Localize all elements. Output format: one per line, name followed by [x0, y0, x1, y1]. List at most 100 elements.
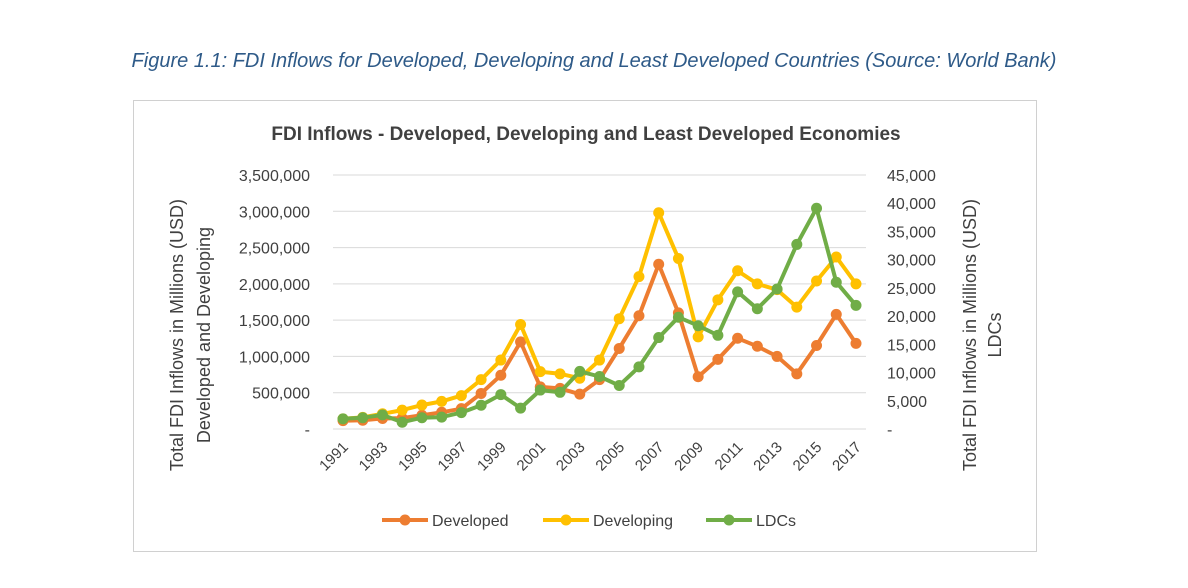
data-point-developed	[811, 340, 823, 352]
y-left-tick-label: 500,000	[252, 386, 310, 403]
y-right-tick-label: 30,000	[887, 253, 936, 270]
y-left-tick-label: 2,000,000	[239, 277, 310, 294]
data-point-ldcs	[692, 320, 704, 332]
data-point-developed	[633, 310, 645, 322]
y-left-axis-title: Total FDI Inflows in Millions (USD)	[167, 199, 187, 471]
data-point-developing	[396, 404, 408, 416]
data-point-developed	[791, 368, 803, 380]
data-point-developed	[830, 308, 842, 320]
y-left-tick-label: 3,000,000	[239, 204, 310, 221]
x-tick-label: 1995	[395, 439, 431, 475]
data-point-developing	[791, 301, 803, 313]
data-point-ldcs	[337, 413, 349, 425]
data-point-developed	[712, 353, 724, 365]
data-point-developing	[653, 207, 665, 219]
data-point-developed	[574, 388, 586, 400]
y-right-tick-label: 20,000	[887, 309, 936, 326]
data-point-developing	[436, 395, 448, 407]
data-point-ldcs	[732, 286, 744, 298]
data-point-developing	[534, 366, 546, 378]
data-point-ldcs	[771, 283, 783, 295]
data-point-ldcs	[475, 399, 487, 411]
x-tick-label: 2017	[829, 439, 865, 475]
y-right-tick-label: 45,000	[887, 168, 936, 185]
data-point-developing	[850, 278, 862, 290]
chart-frame	[133, 100, 1037, 552]
data-point-developed	[515, 336, 527, 348]
y-left-tick-label: 1,000,000	[239, 349, 310, 366]
data-point-developing	[811, 275, 823, 287]
y-right-tick-label: -	[887, 422, 892, 439]
data-point-ldcs	[653, 332, 665, 344]
data-point-ldcs	[574, 365, 586, 377]
data-point-ldcs	[436, 411, 448, 423]
series-line-ldcs	[342, 206, 858, 425]
x-tick-label: 1993	[356, 439, 392, 475]
data-point-developing	[613, 313, 625, 325]
data-point-developed	[692, 371, 704, 383]
x-tick-label: 2009	[671, 439, 707, 475]
legend-marker-developing	[560, 514, 572, 526]
data-point-developed	[850, 337, 862, 349]
data-point-ldcs	[830, 276, 842, 288]
data-point-ldcs	[712, 329, 724, 341]
figure-caption: Figure 1.1: FDI Inflows for Developed, D…	[131, 50, 1057, 72]
data-point-ldcs	[613, 380, 625, 392]
data-point-developed	[751, 340, 763, 352]
x-tick-label: 2005	[592, 439, 628, 475]
data-point-developing	[455, 390, 467, 402]
data-point-developing	[495, 354, 507, 366]
legend-marker-developed	[399, 514, 411, 526]
data-point-ldcs	[515, 402, 527, 414]
y-right-axis-title-line2: LDCs	[985, 312, 1005, 357]
x-tick-label: 2013	[750, 439, 786, 475]
data-point-developed	[495, 369, 507, 381]
x-tick-label: 1991	[316, 439, 352, 475]
legend-label-developing: Developing	[593, 513, 673, 530]
y-right-tick-label: 15,000	[887, 337, 936, 354]
data-point-developed	[771, 350, 783, 362]
data-point-developing	[672, 252, 684, 264]
data-point-ldcs	[396, 416, 408, 428]
data-point-ldcs	[416, 412, 428, 424]
data-point-ldcs	[495, 389, 507, 401]
data-point-developed	[732, 332, 744, 344]
data-point-developing	[633, 271, 645, 283]
data-point-developing	[416, 399, 428, 411]
data-point-developed	[613, 342, 625, 354]
data-point-developing	[515, 318, 527, 330]
data-point-ldcs	[672, 311, 684, 323]
y-right-tick-label: 10,000	[887, 366, 936, 383]
y-left-tick-label: 3,500,000	[239, 168, 310, 185]
chart-title: FDI Inflows - Developed, Developing and …	[271, 124, 900, 145]
data-point-developing	[475, 374, 487, 386]
data-point-developing	[712, 294, 724, 306]
y-left-axis-title-line2: Developed and Developing	[194, 227, 214, 443]
y-right-tick-label: 40,000	[887, 196, 936, 213]
y-left-tick-label: 2,500,000	[239, 241, 310, 258]
data-point-ldcs	[751, 303, 763, 315]
x-tick-label: 1999	[474, 439, 510, 475]
data-point-developing	[554, 368, 566, 380]
y-right-tick-label: 5,000	[887, 394, 927, 411]
data-point-developing	[692, 331, 704, 343]
data-point-ldcs	[594, 371, 605, 383]
x-tick-label: 2015	[790, 439, 826, 475]
data-point-developing	[732, 265, 744, 277]
data-point-ldcs	[455, 407, 467, 419]
x-tick-label: 2003	[553, 439, 589, 475]
x-tick-label: 2007	[632, 439, 668, 475]
x-tick-label: 2001	[514, 439, 550, 475]
y-right-axis-title: Total FDI Inflows in Millions (USD)	[960, 199, 980, 471]
data-point-ldcs	[811, 202, 823, 214]
data-point-developed	[653, 258, 665, 270]
y-right-tick-label: 35,000	[887, 224, 936, 241]
data-point-ldcs	[850, 299, 862, 311]
data-point-ldcs	[554, 386, 566, 398]
data-point-ldcs	[633, 361, 645, 373]
y-left-tick-label: -	[305, 422, 310, 439]
data-point-developing	[830, 251, 842, 263]
data-point-developed	[475, 387, 487, 399]
series-line-developing	[342, 210, 858, 421]
data-point-ldcs	[376, 409, 388, 421]
